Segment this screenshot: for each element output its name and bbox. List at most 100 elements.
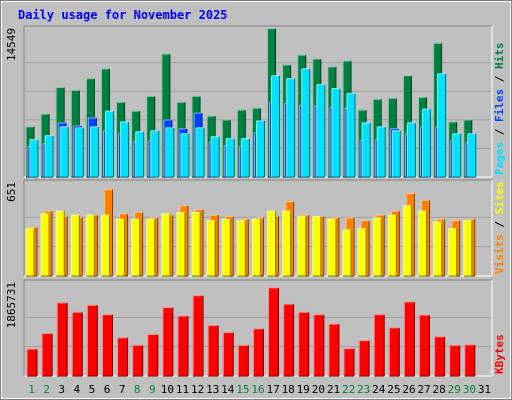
kbytes-bar-day-2 [41, 333, 53, 377]
legend-separator: / [493, 69, 506, 89]
panel-kbytes-legend: KBytes [493, 334, 506, 374]
x-label-day-4: 4 [74, 383, 81, 396]
legend-separator: / [493, 214, 506, 234]
pages-bar-day-21-face [331, 88, 340, 177]
pages-bar-day-13 [210, 136, 220, 178]
kbytes-bar-day-11-face [177, 316, 188, 376]
kbytes-bar-day-20 [313, 314, 325, 377]
pages-bar-day-3-face [60, 126, 69, 177]
pages-bar-day-11 [180, 133, 190, 178]
sites-bar-day-23-face [358, 228, 367, 276]
legend-sites: Sites [493, 181, 506, 214]
pages-bar-day-8 [135, 131, 145, 178]
x-label-day-18: 18 [282, 383, 295, 396]
sites-bar-day-6-face [101, 215, 110, 276]
pages-bar-day-20-face [316, 84, 325, 177]
sites-bar-day-21-face [327, 219, 336, 276]
sites-bar-day-12-face [192, 212, 201, 276]
kbytes-bar-day-10 [162, 307, 174, 377]
sites-bar-day-2 [40, 213, 50, 277]
sites-bar-day-12 [191, 211, 201, 277]
x-label-day-7: 7 [119, 383, 126, 396]
kbytes-bar-day-22-face [344, 348, 355, 376]
sites-bar-day-30-face [463, 220, 472, 276]
sites-bar-day-20 [312, 216, 322, 277]
kbytes-bar-day-21 [328, 323, 340, 377]
sites-bar-day-11-face [176, 212, 185, 276]
pages-bar-day-24 [376, 126, 386, 178]
sites-bar-day-7 [116, 218, 126, 277]
hits-bar-day-10-face [161, 54, 170, 177]
sites-bar-day-6 [100, 214, 110, 277]
kbytes-bar-day-3 [56, 302, 68, 377]
sites-bar-day-22 [342, 229, 352, 277]
sites-bar-day-17-face [267, 211, 276, 276]
sites-bar-day-13 [206, 220, 216, 277]
pages-bar-day-29-face [452, 133, 461, 177]
pages-bar-day-15-face [241, 138, 250, 177]
x-label-day-23: 23 [357, 383, 370, 396]
pages-bar-day-22-face [347, 93, 356, 177]
x-label-day-2: 2 [43, 383, 50, 396]
kbytes-bar-day-23-face [359, 340, 370, 376]
legend-separator: / [493, 122, 506, 142]
kbytes-bar-day-25-face [389, 327, 400, 376]
sites-bar-day-3 [55, 210, 65, 277]
pages-bar-day-14 [225, 138, 235, 178]
panel-hits-max-label: 14549 [5, 28, 18, 61]
kbytes-bar-day-27 [419, 314, 431, 377]
kbytes-bar-day-18 [283, 303, 295, 377]
legend-pages: Pages [493, 142, 506, 175]
kbytes-bar-day-13-face [208, 325, 219, 376]
sites-bar-day-9 [146, 218, 156, 277]
kbytes-bar-day-8-face [132, 345, 143, 376]
sites-bar-day-8 [131, 218, 141, 277]
sites-bar-day-16 [251, 218, 261, 277]
pages-bar-day-9-face [150, 130, 159, 177]
kbytes-bar-day-3-face [57, 302, 68, 376]
sites-bar-day-14 [221, 218, 231, 277]
pages-bar-day-6 [104, 110, 114, 178]
sites-bar-day-24-face [373, 217, 382, 276]
kbytes-bar-day-28-face [434, 336, 445, 376]
pages-bar-day-7-face [120, 121, 129, 177]
x-label-day-16: 16 [251, 383, 264, 396]
pages-bar-day-12-face [196, 127, 205, 177]
pages-bar-day-4 [74, 127, 84, 178]
pages-bar-day-2-face [45, 135, 54, 177]
pages-bar-day-16-face [256, 120, 265, 177]
legend-hits: Hits [493, 43, 506, 70]
sites-bar-day-21 [327, 218, 337, 277]
legend-visits: Visits [493, 234, 506, 274]
kbytes-bar-day-10-face [162, 307, 173, 376]
kbytes-bar-day-14 [222, 332, 234, 377]
x-label-day-15: 15 [236, 383, 249, 396]
x-label-day-14: 14 [221, 383, 235, 396]
pages-bar-day-25-face [392, 130, 401, 177]
pages-bar-day-14-face [226, 138, 235, 177]
pages-bar-day-30-face [467, 133, 476, 177]
pages-bar-day-29 [452, 133, 462, 178]
kbytes-bar-day-26 [403, 301, 415, 377]
x-label-day-17: 17 [266, 383, 279, 396]
sites-bar-day-14-face [222, 219, 231, 276]
panel-visits-max-label: 651 [5, 182, 18, 202]
kbytes-bar-day-16 [252, 328, 264, 377]
pages-bar-day-3 [59, 126, 69, 178]
x-label-day-13: 13 [206, 383, 219, 396]
sites-bar-day-15 [236, 220, 246, 277]
x-label-day-11: 11 [176, 383, 189, 396]
sites-bar-day-30 [463, 220, 473, 277]
pages-bar-day-23 [361, 122, 371, 178]
sites-bar-day-7-face [116, 219, 125, 276]
sites-bar-day-18 [282, 210, 292, 277]
sites-bar-day-9-face [146, 219, 155, 276]
pages-bar-day-16 [255, 120, 265, 178]
pages-bar-day-5 [89, 126, 99, 178]
pages-bar-day-10-face [165, 127, 174, 177]
pages-bar-day-17-face [271, 75, 280, 177]
chart-title: Daily usage for November 2025 [18, 8, 228, 22]
sites-bar-day-19 [297, 216, 307, 277]
sites-bar-day-18-face [282, 211, 291, 276]
kbytes-bar-day-5 [86, 304, 98, 377]
